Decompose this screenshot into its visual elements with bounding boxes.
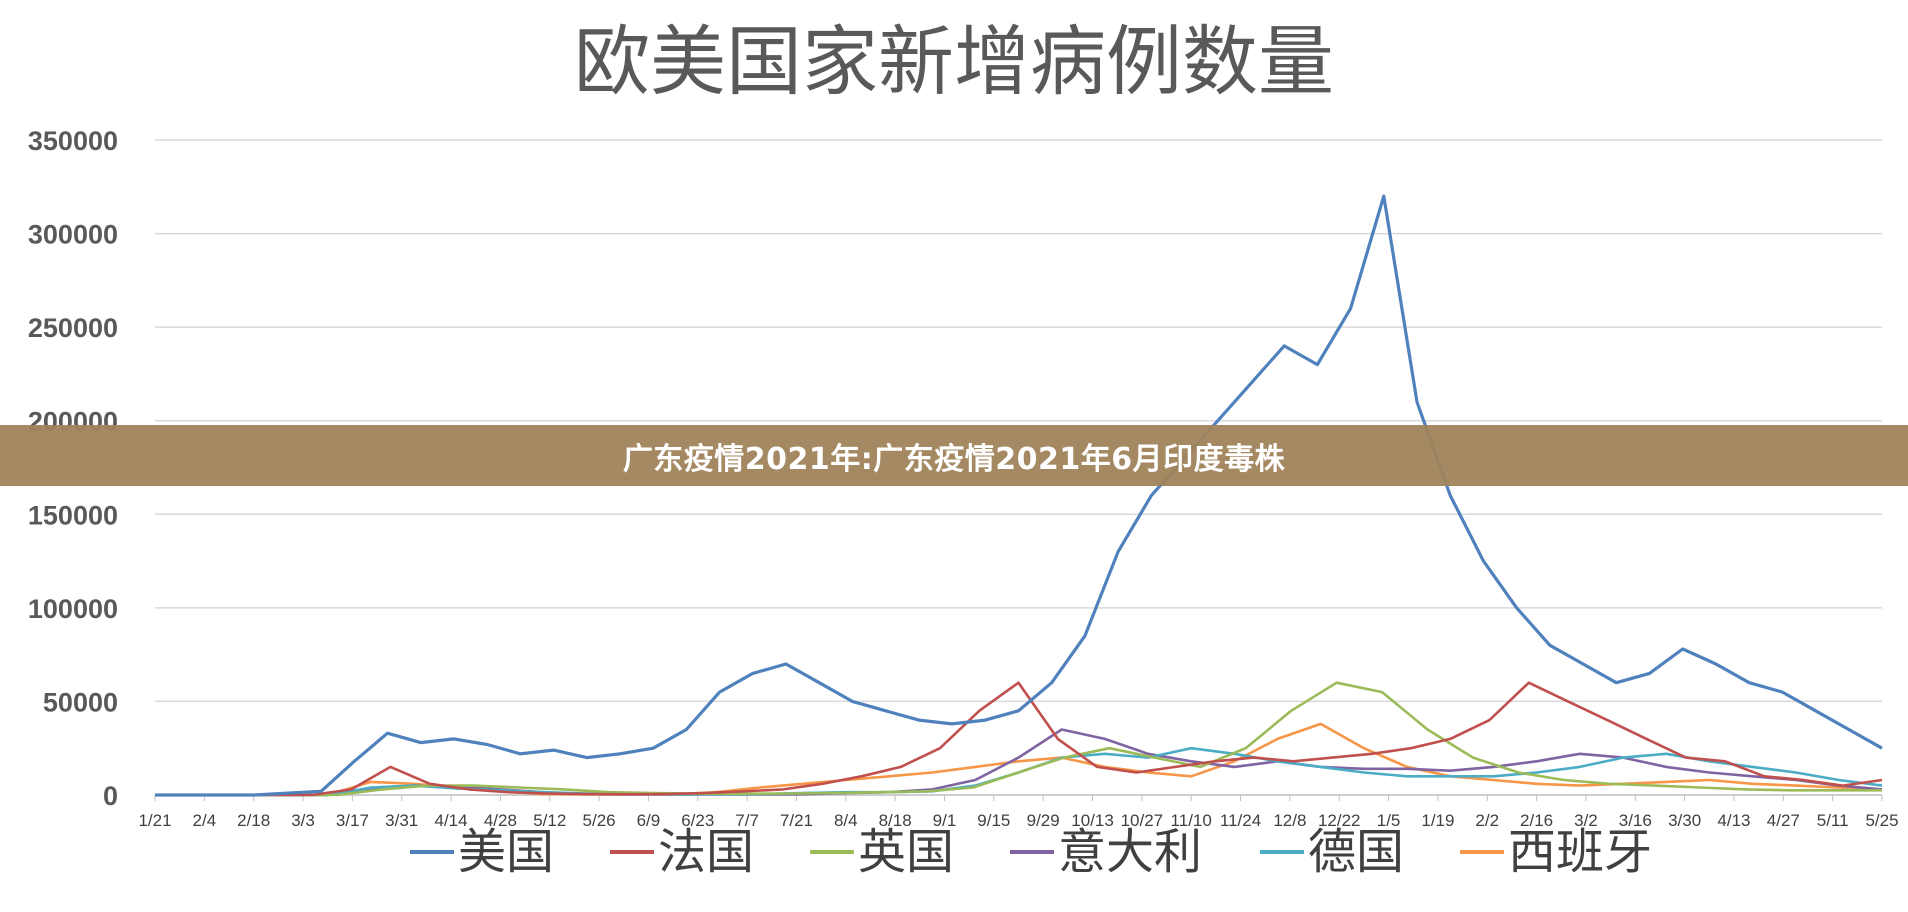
chart-title: 欧美国家新增病例数量 [574,17,1334,106]
y-tick-label: 250000 [28,313,118,343]
x-tick-label: 12/8 [1273,811,1306,830]
gridlines [155,139,1882,796]
x-tick-label: 6/9 [637,811,661,830]
legend-label: 西班牙 [1508,824,1652,880]
legend-label: 意大利 [1058,824,1202,880]
x-tick-label: 1/21 [138,811,171,830]
x-tick-label: 4/14 [435,811,468,830]
x-tick-label: 10/27 [1121,811,1164,830]
x-tick-label: 9/29 [1027,811,1060,830]
x-tick-label: 3/30 [1668,811,1701,830]
series-lines [155,194,1883,797]
x-tick-label: 4/13 [1717,811,1750,830]
x-tick-label: 5/25 [1865,811,1898,830]
legend-label: 法国 [658,824,754,880]
y-tick-label: 150000 [28,500,118,530]
x-axis-ticks: 1/21 2/4 2/18 3/3 3/17 3/31 4/14 4/28 5/12 5/26 6/… [138,795,1899,830]
x-tick-label: 12/22 [1318,811,1361,830]
legend-label: 德国 [1308,824,1404,880]
y-tick-label: 50000 [43,687,118,717]
x-tick-label: 8/18 [879,811,912,830]
x-tick-label: 2/16 [1520,811,1553,830]
x-tick-label: 9/15 [977,811,1010,830]
x-tick-label: 3/16 [1619,811,1652,830]
x-tick-label: 5/11 [1817,811,1849,830]
x-tick-label: 3/17 [336,811,369,830]
legend-label: 英国 [858,824,954,880]
x-tick-label: 2/4 [193,811,217,830]
y-tick-label: 100000 [28,594,118,624]
x-tick-label: 10/13 [1071,811,1114,830]
legend-label: 美国 [458,824,554,880]
legend: 美国 法国 英国 意大利 德国 西班牙 [410,824,1652,880]
x-tick-label: 2/2 [1475,811,1499,830]
x-tick-label: 9/1 [933,811,957,830]
y-tick-label: 300000 [28,220,118,250]
x-tick-label: 2/18 [237,811,270,830]
x-tick-label: 11/10 [1171,811,1212,830]
headline-banner: 广东疫情2021年:广东疫情2021年6月印度毒株 [0,425,1908,486]
x-tick-label: 5/12 [533,811,566,830]
x-tick-label: 7/21 [780,811,813,830]
x-tick-label: 7/7 [735,811,759,830]
x-tick-label: 3/2 [1574,811,1598,830]
x-tick-label: 4/27 [1767,811,1800,830]
x-tick-label: 6/23 [681,811,714,830]
y-tick-label: 350000 [28,126,118,156]
x-tick-label: 3/3 [291,811,315,830]
y-tick-label: 0 [103,781,118,811]
headline-text: 广东疫情2021年:广东疫情2021年6月印度毒株 [622,441,1286,477]
x-tick-label: 1/5 [1377,811,1401,830]
series-line-0 [155,194,1883,797]
series-line-1 [155,681,1883,797]
x-tick-label: 8/4 [834,811,858,830]
x-tick-label: 5/26 [583,811,616,830]
x-tick-label: 3/31 [385,811,418,830]
x-tick-label: 4/28 [484,811,517,830]
x-tick-label: 11/24 [1220,811,1261,830]
x-tick-label: 1/19 [1421,811,1454,830]
